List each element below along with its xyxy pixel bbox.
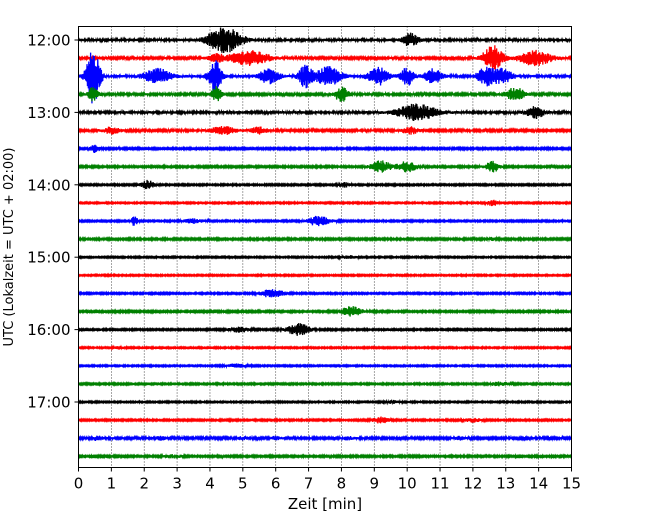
trace-1700 (77, 398, 573, 406)
x-tick-label: 5 (238, 475, 248, 493)
x-tick-label: 8 (337, 475, 347, 493)
x-tick-label: 11 (430, 475, 449, 493)
trace-1730 (77, 434, 573, 442)
x-tick-label: 7 (304, 475, 314, 493)
trace-1745 (77, 452, 573, 460)
trace-1645 (77, 380, 573, 388)
trace-1200 (77, 27, 573, 53)
trace-1230 (77, 52, 573, 104)
y-tick-label: 12:00 (27, 32, 70, 50)
x-tick-label: 4 (205, 475, 215, 493)
x-tick-label: 10 (398, 475, 417, 493)
y-tick-label: 13:00 (27, 104, 70, 122)
x-axis: 0 1 2 3 4 5 6 7 8 9 10 11 12 13 14 15 (74, 467, 581, 493)
trace-1300 (77, 103, 573, 121)
trace-1530 (77, 289, 573, 298)
y-tick-label: 16:00 (27, 321, 70, 339)
trace-1630 (77, 362, 573, 370)
trace-1400 (77, 179, 573, 190)
x-tick-label: 12 (463, 475, 482, 493)
trace-1415 (77, 199, 573, 207)
trace-1430 (77, 215, 573, 227)
trace-1515 (77, 272, 573, 279)
x-tick-label: 9 (370, 475, 380, 493)
trace-1600 (77, 323, 573, 336)
x-tick-label: 0 (74, 475, 84, 493)
x-tick-label: 14 (529, 475, 548, 493)
trace-1245 (77, 86, 573, 102)
trace-1615 (77, 344, 573, 352)
x-tick-label: 2 (139, 475, 149, 493)
x-tick-label: 15 (562, 475, 581, 493)
x-axis-label: Zeit [min] (288, 495, 362, 513)
x-tick-label: 3 (172, 475, 182, 493)
x-tick-label: 13 (496, 475, 515, 493)
y-tick-label: 14:00 (27, 176, 70, 194)
trace-1545 (77, 306, 573, 317)
y-axis: 12:00 13:00 14:00 15:00 16:00 17:00 (27, 32, 79, 412)
y-tick-label: 17:00 (27, 394, 70, 412)
trace-1215 (77, 45, 573, 70)
trace-1330 (77, 144, 573, 153)
seismic-traces (77, 27, 573, 460)
trace-1445 (77, 235, 573, 243)
x-tick-label: 6 (271, 475, 281, 493)
trace-1315 (77, 126, 573, 135)
x-tick-label: 1 (107, 475, 117, 493)
trace-1500 (77, 254, 573, 261)
y-axis-label: UTC (Lokalzeit = UTC + 02:00) (2, 148, 17, 347)
trace-1345 (77, 160, 573, 173)
y-tick-label: 15:00 (27, 249, 70, 267)
plot-frame (78, 26, 572, 468)
trace-1715 (77, 416, 573, 424)
